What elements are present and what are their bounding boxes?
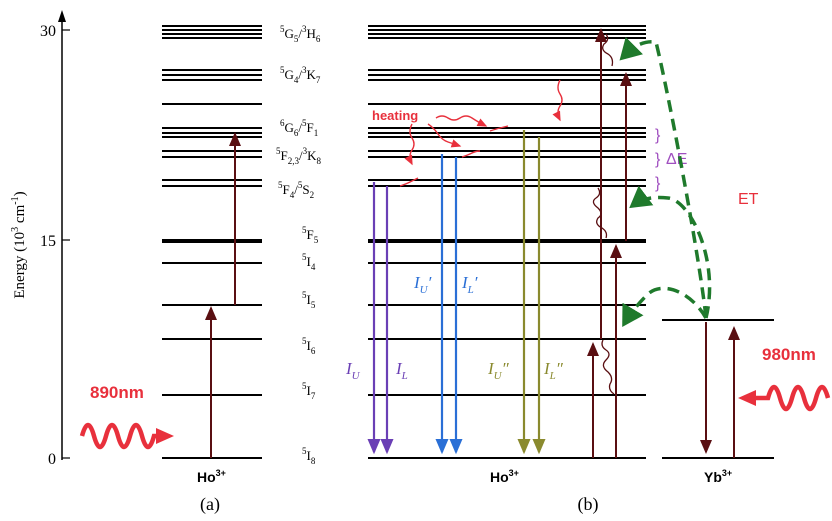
svg-text:}: } (655, 151, 661, 168)
pump-980nm-label: 980nm (762, 345, 816, 364)
relaxation-arrow-red (552, 79, 563, 122)
transition-labels: IU IL IU′ IL′ IU″ IL″ (345, 273, 564, 382)
level-label-i7: 5I7 (302, 381, 316, 401)
pump-arrow-right-icon (738, 390, 756, 406)
heating-squiggle-1 (399, 177, 419, 187)
energy-axis: 30 15 0 Energy (103 cm-1) (10, 10, 70, 468)
label-il: IL (395, 359, 408, 382)
panel-label-b: (b) (578, 494, 599, 515)
svg-text:}: } (655, 127, 661, 144)
panel-b-ho-levels (368, 25, 646, 459)
et-arrows (619, 36, 712, 328)
pump-890nm-label: 890nm (90, 383, 144, 402)
heating-annotations: heating (372, 79, 563, 187)
panel-label-a: (a) (200, 494, 220, 515)
level-label-f5: 5F5 (302, 225, 319, 245)
level-label-i5: 5I5 (302, 290, 316, 310)
heating-label: heating (372, 108, 418, 123)
pump-890nm: 890nm (79, 383, 174, 450)
tick-label-30: 30 (40, 23, 56, 40)
tick-label-15: 15 (40, 233, 56, 250)
level-label-g4-k7: 5G4/3K7 (280, 65, 321, 85)
label-iu: IU (345, 359, 361, 382)
heating-squiggle-2 (461, 150, 481, 158)
ion-label-yb: Yb3+ (704, 468, 732, 485)
et-label: ET (738, 191, 759, 208)
svg-text:}: } (655, 175, 661, 192)
label-il2: IL″ (543, 359, 564, 382)
level-label-i8: 5I8 (302, 446, 316, 466)
nonrad-decay-2 (592, 187, 608, 239)
level-label-i4: 5I4 (302, 252, 316, 272)
heating-squiggle-3 (489, 125, 509, 132)
tick-label-0: 0 (48, 451, 56, 468)
level-label-f23-k8: 5F2,3/3K8 (276, 146, 322, 166)
delta-e-label: ΔE (666, 151, 687, 168)
level-label-g6-f1: 6G6/5F1 (280, 118, 318, 138)
ion-label-b: Ho3+ (490, 468, 519, 485)
ion-labels: Ho3+ Ho3+ Yb3+ (197, 468, 732, 485)
delta-e-bracket: } } } ΔE (655, 127, 687, 192)
axis-title: Energy (103 cm-1) (10, 191, 28, 298)
level-labels: 5G5/3H6 5G4/3K7 6G6/5F1 5F2,3/3K8 5F4/5S… (276, 24, 322, 466)
label-il1: IL′ (461, 273, 478, 296)
heating-arrow-3 (404, 123, 415, 166)
pump-wave-left (79, 422, 160, 450)
upconversion-arrows (587, 28, 632, 458)
level-label-i6: 5I6 (302, 336, 316, 356)
ion-label-a: Ho3+ (197, 468, 226, 485)
nonrad-decay-1 (601, 339, 615, 395)
heating-arrow-1 (435, 115, 488, 127)
level-label-g5-h6: 5G5/3H6 (280, 24, 321, 44)
pump-wave-right (752, 384, 831, 412)
axis-arrow-icon (58, 10, 66, 22)
level-label-f4-s2: 5F4/5S2 (278, 180, 314, 200)
label-iu1: IU′ (413, 273, 432, 296)
nonrad-decay-3 (602, 33, 614, 67)
yb-levels (662, 319, 774, 459)
label-iu2: IU″ (487, 359, 510, 382)
pump-arrow-left-icon (156, 428, 174, 444)
pump-980nm: 980nm (738, 345, 831, 412)
heating-arrow-2 (427, 123, 462, 148)
